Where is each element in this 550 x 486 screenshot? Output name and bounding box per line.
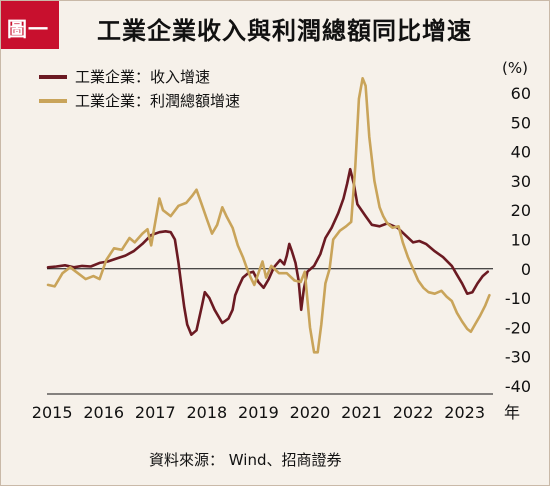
plot-area [46, 77, 493, 354]
y-tick-label: 50 [511, 113, 531, 132]
chart-title: 工業企業收入與利潤總額同比增速 [97, 17, 472, 45]
y-tick-label: 0 [521, 260, 531, 279]
x-axis-unit: 年 [504, 403, 520, 422]
y-tick-label: 20 [511, 201, 531, 220]
y-tick-label: 10 [511, 231, 531, 250]
series-line-profit [46, 77, 491, 354]
y-tick-label: -30 [505, 348, 531, 367]
legend-label: 工業企業：收入增速 [75, 68, 210, 86]
x-tick-label: 2016 [83, 403, 124, 422]
x-tick-label: 2017 [135, 403, 176, 422]
x-tick-label: 2023 [444, 403, 485, 422]
x-tick-label: 2019 [238, 403, 279, 422]
y-tick-label: -40 [505, 377, 531, 396]
y-axis-unit: (%) [502, 59, 528, 77]
x-tick-label: 2018 [186, 403, 227, 422]
figure-badge: 圖一 [1, 1, 59, 49]
y-tick-label: -20 [505, 318, 531, 337]
x-tick-label: 2015 [32, 403, 73, 422]
x-tick-label: 2021 [341, 403, 382, 422]
x-axis: 2015 2016 2017 2018 2019 2020 2021 2022 2023 年 [32, 393, 520, 422]
source-note: 資料來源： Wind、招商證券 [149, 451, 342, 469]
figure-badge-label: 圖一 [7, 17, 49, 41]
y-tick-label: 30 [511, 172, 531, 191]
y-axis: 60 50 40 30 20 10 0 -10 -20 -30 -40 (%) [502, 59, 531, 396]
y-tick-label: 40 [511, 143, 531, 162]
legend-label: 工業企業：利潤總額增速 [75, 92, 240, 110]
x-tick-label: 2022 [393, 403, 434, 422]
y-tick-label: -10 [505, 289, 531, 308]
x-tick-label: 2020 [290, 403, 331, 422]
series-line-revenue [46, 167, 490, 336]
y-tick-label: 60 [511, 84, 531, 103]
